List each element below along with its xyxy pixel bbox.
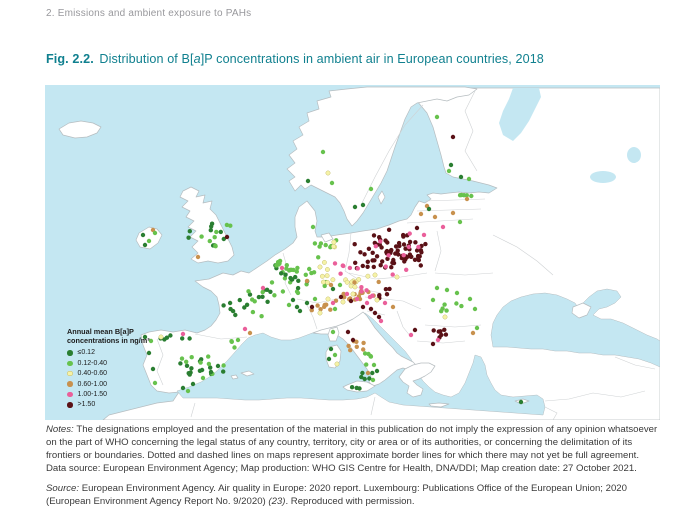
notes-paragraph: Notes: The designations employed and the… [46, 424, 659, 475]
balearic-islands [230, 370, 255, 380]
legend-item: >1.50 [67, 401, 150, 408]
legend-dot [67, 370, 73, 377]
figure-title-part: Distribution of B[ [95, 52, 194, 66]
zealand [320, 232, 334, 243]
crimea [571, 302, 592, 319]
legend-item: ≤0.12 [67, 349, 150, 356]
gotland [377, 190, 386, 205]
legend-dot [67, 350, 73, 356]
great-britain [179, 186, 235, 264]
legend-label: 0.12-0.40 [77, 359, 108, 367]
source-text: European Environment Agency. Air quality… [46, 483, 627, 507]
legend-label: 1.00-1.50 [77, 390, 108, 398]
mediterranean-sea [176, 312, 546, 416]
legend-item: 0.40-0.60 [67, 370, 150, 377]
notes-text: The designations employed and the presen… [46, 424, 658, 474]
legend-item: 1.00-1.50 [67, 391, 150, 398]
legend-label: >1.50 [77, 401, 96, 409]
figure-caption: Fig. 2.2. Distribution of B[a]P concentr… [46, 52, 544, 66]
notes-label: Notes: [46, 424, 77, 435]
source-text: . Reproduced with permission. [285, 495, 415, 507]
black-sea [490, 288, 660, 368]
legend-item: 0.12-0.40 [67, 360, 150, 367]
source-paragraph: Source: European Environment Agency. Air… [46, 483, 659, 509]
legend-label: ≤0.12 [77, 349, 95, 357]
europe-map [45, 85, 660, 420]
legend-item: 0.60-1.00 [67, 381, 150, 388]
scandinavia [286, 86, 478, 227]
map-legend: Annual mean B[a]P concentrations in ng/m… [67, 327, 150, 408]
legend-title: concentrations in ng/m³ [67, 336, 150, 346]
figure-title-italic-a: a [193, 52, 201, 66]
legend-dot [67, 402, 73, 408]
legend-label: 0.60-1.00 [77, 380, 108, 388]
running-header: 2. Emissions and ambient exposure to PAH… [46, 8, 252, 19]
iceland [58, 120, 102, 139]
legend-dot [67, 391, 73, 398]
greece [398, 362, 436, 398]
crete [428, 402, 450, 408]
inner-seas [176, 88, 660, 416]
station-dots-layer [140, 114, 524, 405]
figure-label: Fig. 2.2. [46, 52, 94, 66]
lake-onega [627, 147, 641, 163]
legend-dot [67, 360, 73, 366]
lake-ladoga [590, 171, 616, 183]
source-reference: (23) [268, 495, 286, 507]
white-sea [499, 88, 541, 141]
source-label: Source: [46, 483, 82, 494]
figure-title-part: ]P concentrations in ambient air in Euro… [200, 52, 544, 66]
legend-dot [67, 381, 73, 387]
map-figure: Annual mean B[a]P concentrations in ng/m… [45, 85, 660, 420]
legend-label: 0.40-0.60 [77, 370, 108, 378]
legend-title: Annual mean B[a]P [67, 327, 134, 336]
